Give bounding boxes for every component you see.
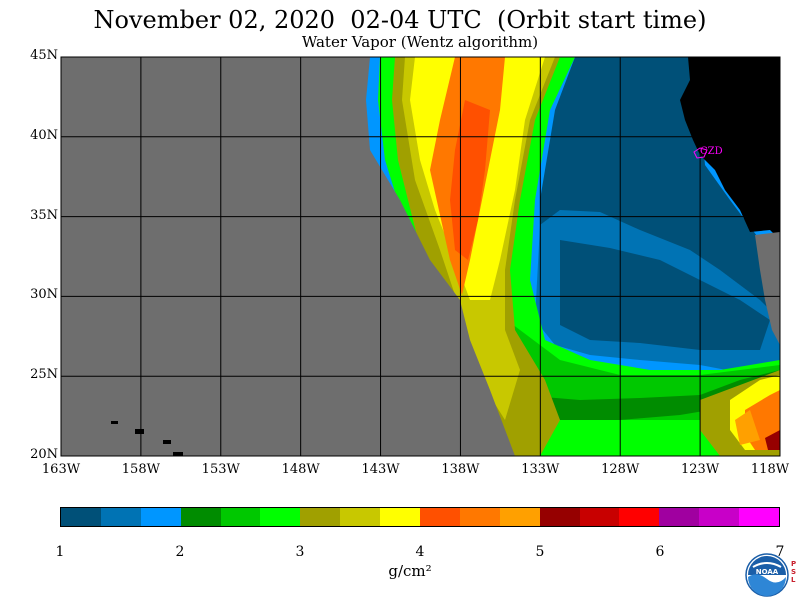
colorbar-swatch — [380, 508, 421, 526]
colorbar-swatch — [699, 508, 740, 526]
colorbar-swatch — [539, 508, 580, 526]
colorbar-swatch — [140, 508, 181, 526]
map-subtitle: Water Vapor (Wentz algorithm) — [301, 33, 539, 51]
lat-tick-label: 30N — [30, 287, 58, 303]
colorbar-swatch — [619, 508, 660, 526]
colorbar-swatch — [579, 508, 620, 526]
lat-tick-label: 40N — [30, 127, 58, 143]
lat-lon-grid — [61, 57, 780, 456]
colorbar — [60, 507, 780, 527]
colorbar-tick-label: 1 — [55, 544, 65, 560]
colorbar-tick-label: 2 — [175, 544, 185, 560]
colorbar-swatch — [61, 508, 101, 526]
lat-tick-label: 45N — [30, 48, 58, 63]
vapor-band-darkorange — [735, 410, 760, 445]
noaa-logo-text: NOAA — [756, 568, 779, 576]
colorbar-units: g/cm² — [388, 562, 432, 580]
lon-tick-label: 158W — [121, 462, 160, 477]
land-california — [680, 57, 780, 240]
lon-tick-label: 133W — [521, 462, 560, 477]
lon-tick-label: 148W — [281, 462, 320, 477]
land-mexico — [755, 232, 780, 345]
colorbar-swatch — [100, 508, 141, 526]
lon-tick-label: 138W — [441, 462, 480, 477]
map-field — [61, 57, 780, 456]
lat-tick-label: 25N — [30, 367, 58, 383]
lon-tick-label: 118W — [750, 462, 790, 477]
colorbar-tick-label: 4 — [415, 544, 425, 560]
vapor-band-medgreen — [480, 300, 780, 420]
map-title: November 02, 2020 02-04 UTC (Orbit start… — [93, 6, 707, 34]
colorbar-swatch — [300, 508, 341, 526]
lat-tick-label: 35N — [30, 207, 58, 223]
colorbar-swatch — [459, 508, 500, 526]
lon-tick-label: 143W — [361, 462, 400, 477]
colorbar-swatch — [260, 508, 301, 526]
colorbar-swatch — [220, 508, 261, 526]
station-label: CZD — [700, 146, 723, 157]
lon-tick-label: 153W — [201, 462, 240, 477]
colorbar-tick-label: 7 — [775, 544, 785, 560]
no-data-edge — [61, 57, 515, 456]
colorbar-swatch — [340, 508, 381, 526]
colorbar-swatch — [659, 508, 700, 526]
station-marker-czd — [693, 147, 708, 159]
vapor-band-darkred — [765, 430, 780, 450]
lat-tick-label: 20N — [30, 447, 58, 462]
colorbar-swatch — [739, 508, 780, 526]
hawaii-islands — [111, 421, 183, 456]
lon-tick-label: 123W — [681, 462, 720, 477]
colorbar-tick-label: 5 — [535, 544, 545, 560]
colorbar-swatch — [180, 508, 221, 526]
lon-tick-label: 128W — [601, 462, 640, 477]
map-frame — [60, 56, 781, 457]
colorbar-swatch — [499, 508, 540, 526]
vapor-band-darkteal-2 — [560, 240, 770, 350]
lon-tick-label: 163W — [41, 462, 81, 477]
noaa-logo-icon: NOAA — [745, 553, 789, 597]
colorbar-tick-label: 6 — [655, 544, 665, 560]
colorbar-tick-label: 3 — [295, 544, 305, 560]
colorbar-swatch — [420, 508, 460, 526]
